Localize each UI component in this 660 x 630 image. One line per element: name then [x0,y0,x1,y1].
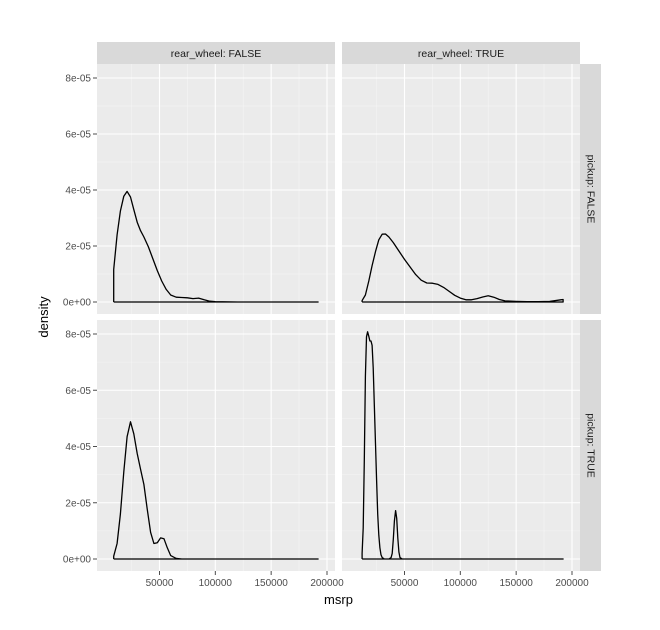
y-axis-title: density [36,296,51,338]
panel-1-1 [342,320,580,571]
density-curve [113,190,319,303]
y-tick-label: 6e-05 [65,130,91,141]
panel-0-1 [342,64,580,314]
density-curve [361,233,564,303]
row-strip-label: pickup: TRUE [585,413,597,478]
y-tick-label: 4e-05 [65,442,91,453]
row-strip-label: pickup: FALSE [585,155,597,224]
panel-background [342,64,580,314]
y-tick-label: 0e+00 [63,555,92,566]
density-curve [361,331,564,560]
x-tick-label: 200000 [555,578,589,589]
x-axis-title: msrp [324,592,353,607]
x-tick-label: 200000 [310,578,344,589]
y-tick-label: 8e-05 [65,74,91,85]
y-tick-label: 0e+00 [63,298,92,309]
y-tick-label: 2e-05 [65,498,91,509]
x-tick-label: 100000 [199,578,233,589]
x-tick-label: 150000 [499,578,533,589]
x-tick-label: 150000 [254,578,288,589]
y-tick-label: 8e-05 [65,330,91,341]
y-tick-label: 2e-05 [65,242,91,253]
column-strip [342,42,580,64]
x-tick-label: 50000 [146,578,174,589]
panel-background [97,64,335,314]
column-strip-label: rear_wheel: TRUE [418,48,504,60]
density-curve [113,421,319,560]
y-tick-label: 4e-05 [65,186,91,197]
x-tick-label: 100000 [444,578,478,589]
y-tick-label: 6e-05 [65,386,91,397]
row-strip [580,64,601,314]
panel-1-0 [97,320,335,571]
x-tick-label: 50000 [391,578,419,589]
panel-0-0 [97,64,335,314]
column-strip-label: rear_wheel: FALSE [171,48,261,60]
row-strip [580,320,601,571]
column-strip [97,42,335,64]
